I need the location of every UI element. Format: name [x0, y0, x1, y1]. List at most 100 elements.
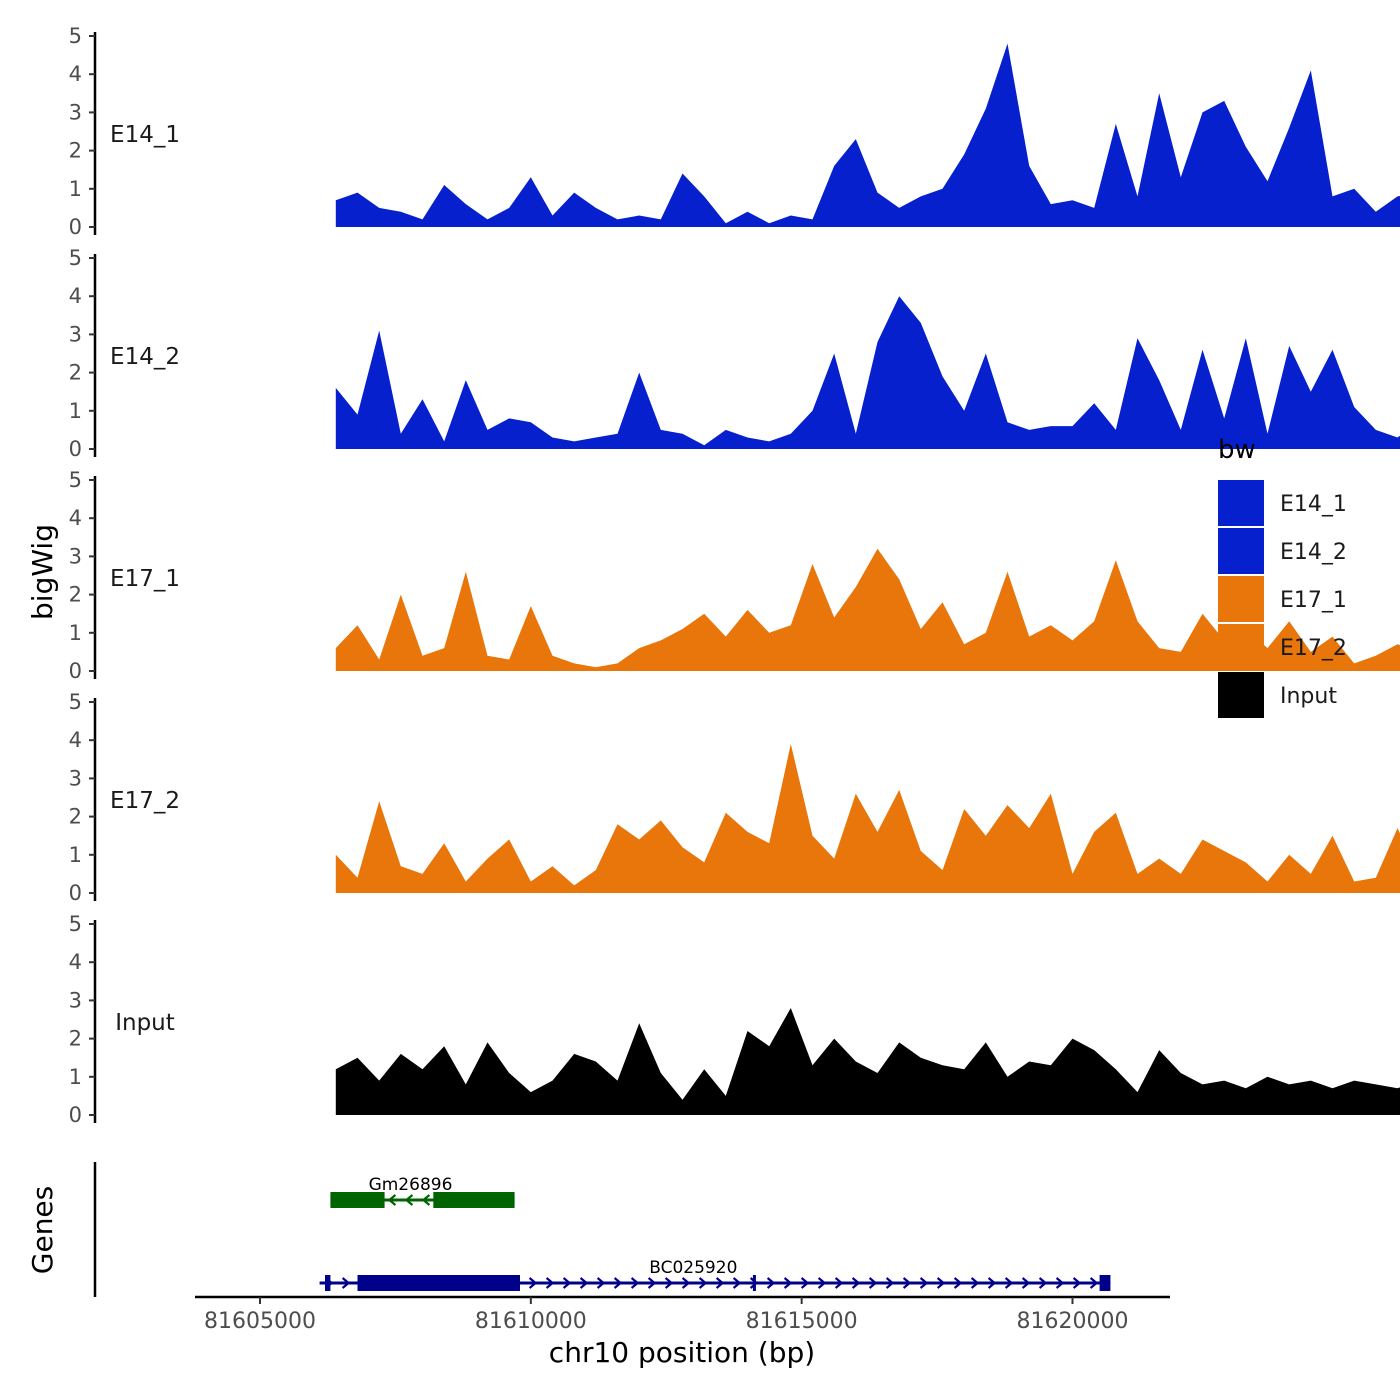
strand-arrow [834, 1277, 844, 1289]
y-tick-label: 1 [69, 177, 82, 201]
strand-arrow [613, 1277, 623, 1289]
gene-exon [752, 1275, 756, 1291]
strand-arrow [902, 1277, 912, 1289]
strand-arrow [817, 1277, 827, 1289]
gene-exon [433, 1192, 515, 1208]
y-tick-label: 2 [69, 1027, 82, 1051]
x-tick-label: 81620000 [1017, 1309, 1129, 1334]
strand-arrow [562, 1277, 572, 1289]
legend-title: bw [1218, 435, 1256, 465]
y-tick-label: 3 [69, 766, 82, 790]
legend-label-E14_1: E14_1 [1280, 492, 1347, 517]
coverage-area-E17_1 [335, 548, 1400, 671]
y-tick-label: 0 [69, 215, 82, 239]
legend-swatch-Input [1218, 672, 1264, 718]
coverage-area-E14_2 [335, 296, 1400, 449]
track-E17_1: 0 1 2 3 4 5 E17_1 [69, 468, 1400, 683]
y-tick-label: 2 [69, 361, 82, 385]
y-tick-label: 4 [69, 506, 82, 530]
y-tick-label: 0 [69, 881, 82, 905]
y-tick-label: 4 [69, 728, 82, 752]
strand-arrow [732, 1277, 742, 1289]
gene-label-BC025920: BC025920 [649, 1258, 737, 1278]
y-tick-label: 5 [69, 690, 82, 714]
x-tick-label: 81615000 [746, 1309, 858, 1334]
strand-arrow [545, 1277, 555, 1289]
legend-label-E17_1: E17_1 [1280, 588, 1347, 613]
track-Input: 0 1 2 3 4 5 Input [69, 912, 1400, 1127]
strand-arrow [749, 1277, 759, 1289]
legend-label-E17_2: E17_2 [1280, 636, 1347, 661]
y-tick-label: 2 [69, 805, 82, 829]
track-E14_1: 0 1 2 3 4 5 E14_1 [69, 24, 1400, 239]
track-label-E14_1: E14_1 [110, 122, 180, 148]
y-tick-label: 0 [69, 659, 82, 683]
x-axis: 81605000 81610000 81615000 81620000 [204, 1297, 1128, 1334]
legend-swatch-E17_2 [1218, 624, 1264, 670]
strand-arrow [1055, 1277, 1065, 1289]
genes-axis-title: Genes [26, 1186, 59, 1274]
strand-arrow [664, 1277, 674, 1289]
strand-arrow [970, 1277, 980, 1289]
x-axis-title: chr10 position (bp) [549, 1336, 815, 1369]
strand-arrow [698, 1277, 708, 1289]
y-tick-label: 2 [69, 583, 82, 607]
strand-arrow [715, 1277, 725, 1289]
y-tick-label: 1 [69, 399, 82, 423]
y-tick-label: 5 [69, 468, 82, 492]
gene-label-Gm26896: Gm26896 [369, 1175, 453, 1195]
strand-arrow [528, 1277, 538, 1289]
strand-arrow [800, 1277, 810, 1289]
coverage-area-Input [335, 1008, 1400, 1115]
strand-arrow [341, 1277, 351, 1289]
legend-swatch-E14_1 [1218, 480, 1264, 526]
coverage-area-E17_2 [335, 744, 1400, 893]
y-tick-label: 1 [69, 1065, 82, 1089]
strand-arrow [421, 1194, 431, 1206]
y-tick-label: 0 [69, 1103, 82, 1127]
y-tick-label: 2 [69, 139, 82, 163]
strand-arrow [579, 1277, 589, 1289]
strand-arrow [1089, 1277, 1099, 1289]
track-E14_2: 0 1 2 3 4 5 E14_2 [69, 246, 1400, 461]
track-label-Input: Input [115, 1010, 175, 1036]
strand-arrow [783, 1277, 793, 1289]
strand-arrow [404, 1194, 414, 1206]
legend-swatch-E17_1 [1218, 576, 1264, 622]
x-tick-label: 81605000 [204, 1309, 316, 1334]
y-tick-label: 4 [69, 62, 82, 86]
gene-track: Gm26896 BC025920 [93, 1162, 1170, 1299]
strand-arrow [1021, 1277, 1031, 1289]
legend-label-Input: Input [1280, 684, 1337, 709]
strand-arrow [953, 1277, 963, 1289]
gene-exon [330, 1192, 385, 1208]
y-tick-label: 3 [69, 322, 82, 346]
coverage-area-E14_1 [335, 43, 1400, 227]
strand-arrow [919, 1277, 929, 1289]
strand-arrow [1072, 1277, 1082, 1289]
y-tick-label: 3 [69, 544, 82, 568]
strand-arrow [681, 1277, 691, 1289]
gene-exon [357, 1275, 520, 1291]
y-tick-label: 1 [69, 843, 82, 867]
track-label-E17_2: E17_2 [110, 788, 180, 814]
gene-Gm26896: Gm26896 [330, 1175, 515, 1208]
strand-arrow [851, 1277, 861, 1289]
gene-BC025920: BC025920 [319, 1258, 1111, 1291]
strand-arrow [987, 1277, 997, 1289]
y-tick-label: 3 [69, 988, 82, 1012]
strand-arrow [1038, 1277, 1048, 1289]
y-axis-title: bigWig [26, 524, 59, 620]
track-label-E14_2: E14_2 [110, 344, 180, 370]
legend: bw E14_1 E14_2 E17_1 E17_2 Input [1218, 435, 1347, 718]
legend-swatch-E14_2 [1218, 528, 1264, 574]
strand-arrow [596, 1277, 606, 1289]
track-label-E17_1: E17_1 [110, 566, 180, 592]
y-tick-label: 1 [69, 621, 82, 645]
y-tick-label: 0 [69, 437, 82, 461]
y-tick-label: 4 [69, 284, 82, 308]
x-tick-label: 81610000 [475, 1309, 587, 1334]
strand-arrow [885, 1277, 895, 1289]
strand-arrow [936, 1277, 946, 1289]
